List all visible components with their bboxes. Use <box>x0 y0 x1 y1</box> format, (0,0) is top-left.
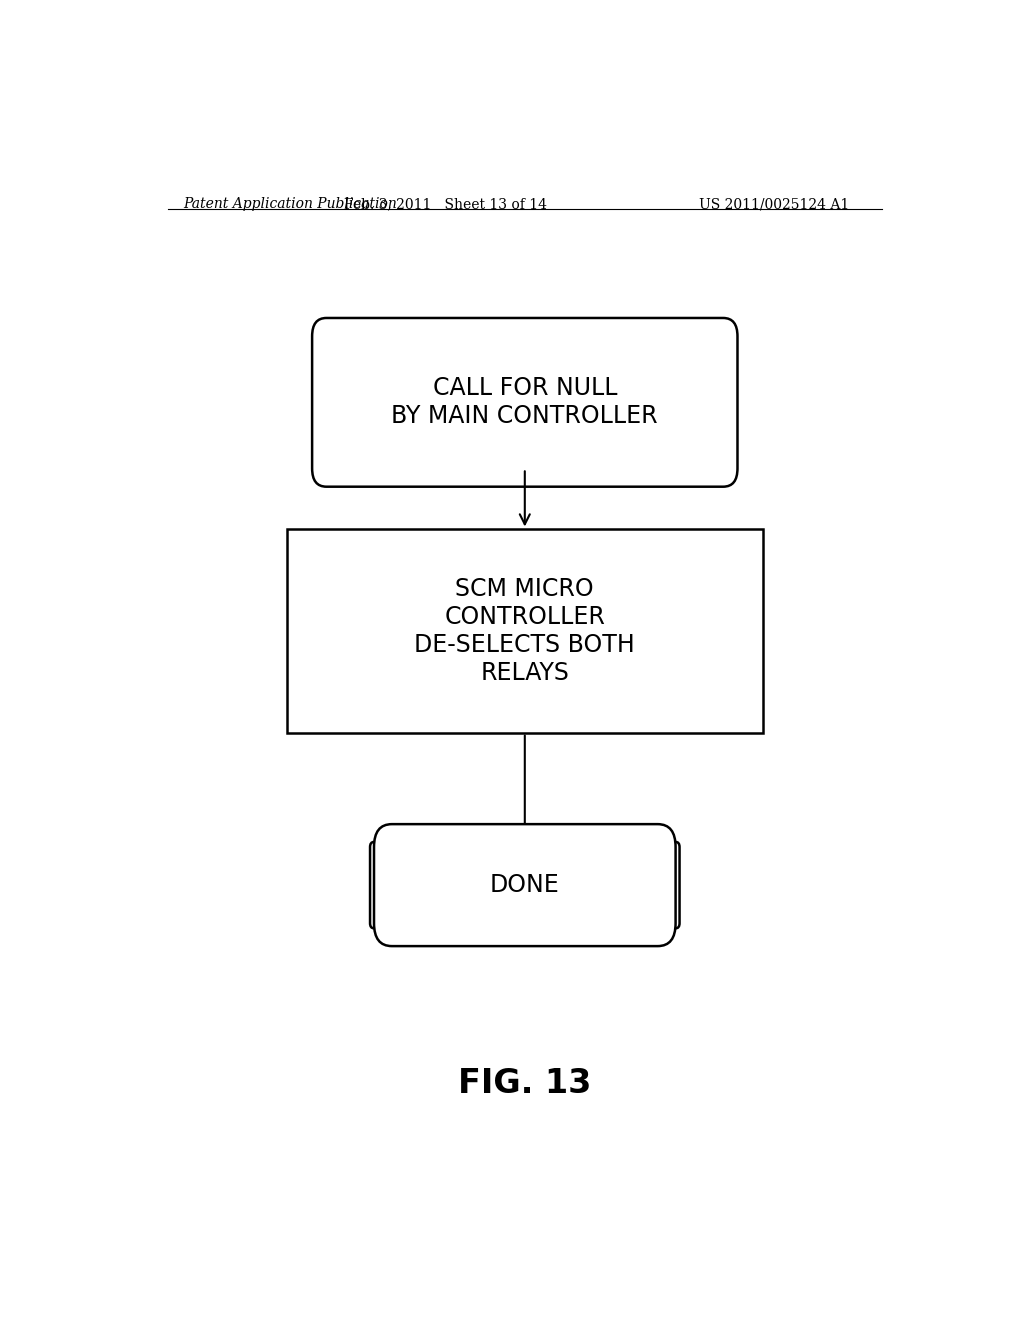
Bar <box>287 529 763 733</box>
FancyBboxPatch shape <box>374 824 676 946</box>
Text: Patent Application Publication: Patent Application Publication <box>183 197 397 211</box>
Text: CALL FOR NULL
BY MAIN CONTROLLER: CALL FOR NULL BY MAIN CONTROLLER <box>391 376 658 428</box>
FancyBboxPatch shape <box>370 842 680 928</box>
Text: FIG. 13: FIG. 13 <box>458 1067 592 1100</box>
Text: US 2011/0025124 A1: US 2011/0025124 A1 <box>699 197 850 211</box>
Text: Feb. 3, 2011   Sheet 13 of 14: Feb. 3, 2011 Sheet 13 of 14 <box>344 197 547 211</box>
Text: DONE: DONE <box>489 873 560 898</box>
Text: SCM MICRO
CONTROLLER
DE-SELECTS BOTH
RELAYS: SCM MICRO CONTROLLER DE-SELECTS BOTH REL… <box>415 577 635 685</box>
FancyBboxPatch shape <box>312 318 737 487</box>
